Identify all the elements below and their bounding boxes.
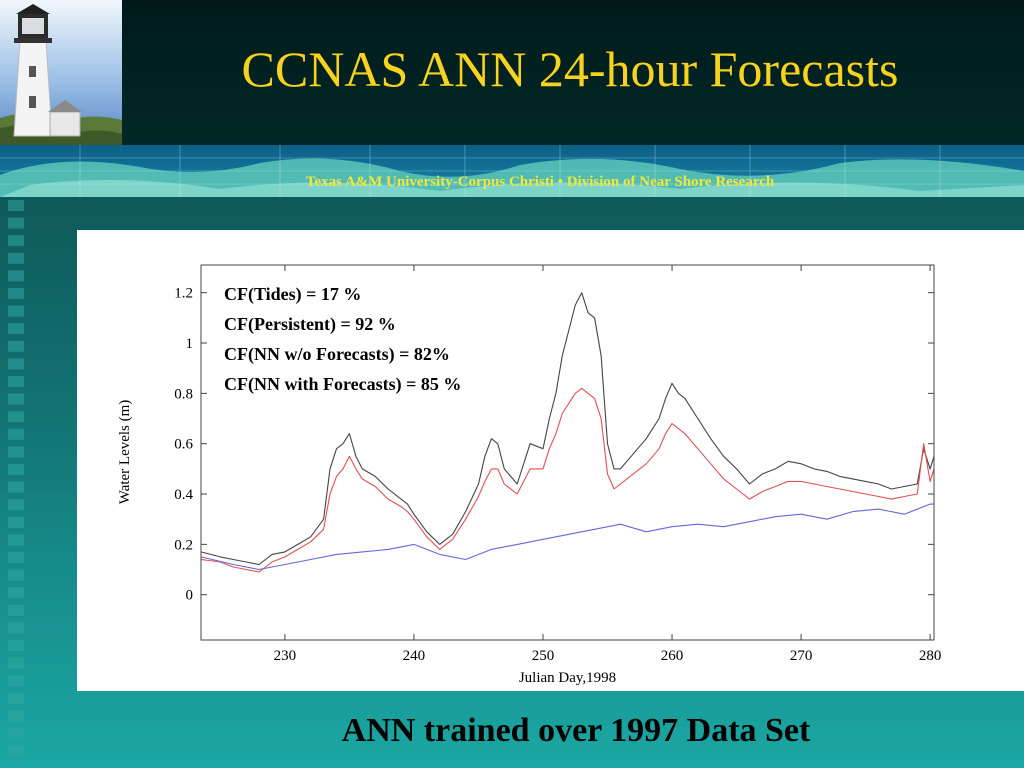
decor-square — [8, 499, 24, 511]
chart-panel: 230 240 250 260 270 280 0 0.2 0.4 0.6 0.8 1 1.2 CF(T… — [77, 230, 1024, 691]
decor-square — [8, 358, 24, 370]
y-tick-label: 1.2 — [174, 286, 193, 302]
x-tick-label: 270 — [790, 648, 813, 664]
decor-square — [8, 393, 24, 405]
decorative-squares — [8, 200, 24, 757]
y-tick-label: 0.6 — [174, 437, 193, 453]
decor-square — [8, 323, 24, 335]
tick-layer: 230 240 250 260 270 280 0 0.2 0.4 0.6 0.8 1 1.2 — [174, 265, 941, 664]
decor-square — [8, 657, 24, 669]
decor-square — [8, 534, 24, 546]
slide-subtitle: Texas A&M University-Corpus Christi • Di… — [305, 174, 775, 190]
decor-square — [8, 569, 24, 581]
decor-square — [8, 200, 24, 211]
series-forecast-line — [200, 387, 935, 573]
y-tick-label: 0 — [186, 588, 194, 604]
decor-square — [8, 622, 24, 634]
y-tick-label: 0.4 — [174, 487, 193, 503]
world-map-band — [0, 145, 1024, 197]
slide-caption: ANN trained over 1997 Data Set — [341, 712, 811, 749]
y-axis-label: Water Levels (m) — [117, 400, 133, 505]
x-tick-label: 240 — [403, 648, 426, 664]
slide-title: CCNAS ANN 24-hour Forecasts — [241, 41, 899, 97]
y-tick-label: 0.2 — [174, 537, 193, 553]
decor-square — [8, 710, 24, 722]
y-tick-label: 0.8 — [174, 386, 193, 402]
decor-square — [8, 270, 24, 282]
water-level-chart: 230 240 250 260 270 280 0 0.2 0.4 0.6 0.8 1 1.2 CF(T… — [117, 264, 941, 686]
decor-square — [8, 305, 24, 317]
header-band — [0, 0, 1024, 145]
decor-square — [8, 411, 24, 423]
x-tick-label: 250 — [532, 648, 555, 664]
y-tick-label: 1 — [186, 336, 194, 352]
decor-square — [8, 376, 24, 387]
x-tick-label: 260 — [661, 648, 684, 664]
decor-square — [8, 288, 24, 299]
decor-square — [8, 745, 24, 757]
decor-square — [8, 340, 24, 352]
decor-square — [8, 516, 24, 528]
decor-square — [8, 252, 24, 264]
decor-square — [8, 446, 24, 458]
lighthouse-image — [0, 0, 122, 145]
decor-square — [8, 604, 24, 616]
decor-square — [8, 235, 24, 247]
x-tick-label: 230 — [274, 648, 297, 664]
cf-annotation: CF(Persistent) = 92 % — [224, 314, 396, 335]
series-layer — [200, 292, 935, 573]
cf-annotation: CF(NN w/o Forecasts) = 82% — [224, 344, 450, 365]
series-tides-line — [200, 503, 934, 571]
decor-square — [8, 481, 24, 493]
cf-annotation: CF(NN with Forecasts) = 85 % — [224, 374, 461, 395]
decor-square — [8, 464, 24, 475]
decor-square — [8, 675, 24, 687]
decor-square — [8, 552, 24, 563]
cf-annotation: CF(Tides) = 17 % — [224, 284, 361, 305]
decor-square — [8, 587, 24, 599]
x-tick-label: 280 — [919, 648, 942, 664]
decor-square — [8, 428, 24, 440]
annotation-layer: CF(Tides) = 17 % CF(Persistent) = 92 % CF(… — [224, 284, 461, 395]
decor-square — [8, 217, 24, 229]
plot-frame — [200, 264, 935, 641]
decor-square — [8, 640, 24, 651]
decor-square — [8, 728, 24, 739]
decor-square — [8, 692, 24, 704]
x-axis-label: Julian Day,1998 — [519, 670, 616, 686]
series-observed-line — [200, 292, 935, 566]
